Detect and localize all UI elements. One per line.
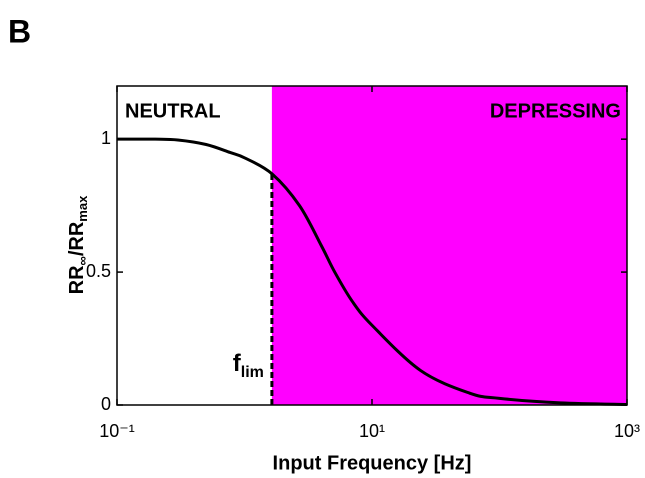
y-tick-label: 1 (101, 128, 111, 148)
y-tick-label: 0 (101, 394, 111, 414)
region (271, 86, 627, 405)
y-label-sub: max (75, 195, 90, 222)
y-tick-label: 0.5 (86, 261, 111, 281)
y-label-part: RR (66, 265, 88, 294)
region-label: NEUTRAL (125, 100, 221, 122)
flim-label-sub: lim (241, 364, 264, 381)
x-tick-label: 10¹ (359, 421, 385, 441)
curve (116, 137, 628, 406)
x-tick-label: 10³ (614, 421, 640, 441)
region-label: DEPRESSING (490, 100, 621, 122)
flim-label-main: f (233, 350, 242, 377)
y-axis-label: RR∞/RRmax (66, 195, 90, 294)
flim-label: flim (233, 350, 264, 381)
panel-label: B (8, 13, 31, 49)
x-axis-label: Input Frequency [Hz] (273, 452, 472, 474)
y-label-sub: ∞ (75, 256, 90, 265)
region (117, 86, 272, 405)
y-label-part: /RR (66, 221, 88, 256)
x-tick-label: 10⁻¹ (99, 421, 135, 441)
